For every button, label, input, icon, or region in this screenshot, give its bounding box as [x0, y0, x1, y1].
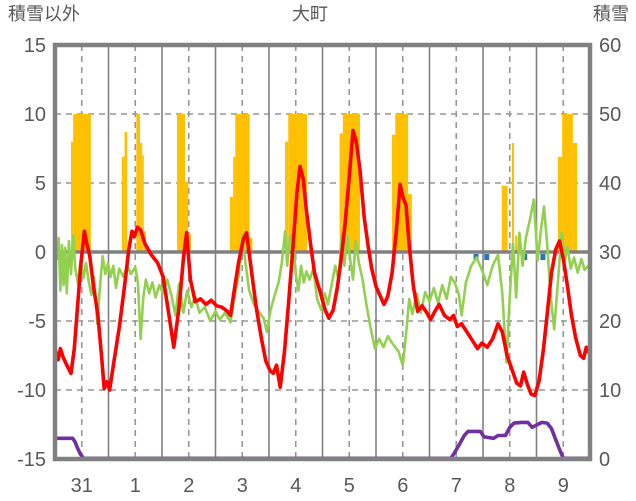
left-tick-label: 5	[35, 173, 46, 195]
right-tick-label: 10	[599, 380, 621, 402]
sunshine-bar	[501, 185, 508, 252]
sunshine-bar	[71, 141, 74, 252]
sunshine-bar	[124, 131, 128, 252]
right-axis-title: 積雪	[593, 4, 629, 24]
plot-border	[52, 42, 593, 462]
x-tick-label: 2	[183, 475, 194, 497]
left-tick-label: -10	[17, 380, 46, 402]
x-tick-label: 9	[558, 475, 569, 497]
left-tick-label: -5	[28, 311, 46, 333]
sunshine-bar	[233, 156, 236, 252]
sunshine-bar	[562, 114, 573, 252]
sunshine-bar	[136, 114, 141, 252]
x-tick-label: 8	[504, 475, 515, 497]
sunshine-bar	[140, 142, 143, 252]
x-tick-label: 7	[451, 475, 462, 497]
sunshine-bar	[229, 196, 234, 252]
red-series	[53, 128, 591, 398]
x-tick-label: 6	[397, 475, 408, 497]
sunshine-bar	[408, 194, 412, 252]
sunshine-bar	[121, 156, 125, 252]
sunshine-bar	[188, 234, 191, 252]
precipitation-mark	[484, 254, 490, 260]
sunshine-bar	[176, 114, 186, 252]
sunshine-bar	[249, 238, 253, 252]
left-tick-label: 15	[24, 35, 46, 57]
sunshine-bar	[285, 141, 289, 252]
x-tick-label: 1	[130, 475, 141, 497]
left-tick-label: -15	[17, 449, 46, 471]
x-tick-label: 4	[290, 475, 301, 497]
x-tick-label: 3	[237, 475, 248, 497]
sunshine-bar	[392, 134, 396, 252]
precipitation-mark	[540, 254, 546, 260]
chart-title: 大町	[292, 4, 328, 24]
right-tick-label: 40	[599, 173, 621, 195]
x-tick-label: 31	[71, 475, 93, 497]
left-axis-title: 積雪以外	[8, 4, 80, 24]
x-tick-label: 5	[344, 475, 355, 497]
right-tick-label: 0	[599, 449, 610, 471]
sunshine-bar	[235, 114, 250, 252]
green-series	[53, 198, 590, 367]
right-tick-label: 30	[599, 242, 621, 264]
sunshine-bar	[557, 156, 563, 252]
left-tick-label: 10	[24, 104, 46, 126]
sunshine-bar	[572, 142, 578, 252]
sunshine-bar	[185, 181, 189, 252]
sunshine-bar	[339, 133, 343, 252]
right-tick-label: 50	[599, 104, 621, 126]
right-tick-label: 60	[599, 35, 621, 57]
sunshine-bar	[73, 114, 91, 252]
sunshine-bar	[515, 235, 518, 252]
sunshine-bar	[511, 142, 515, 252]
left-tick-label: 0	[35, 242, 46, 264]
sunshine-bar	[142, 155, 144, 252]
right-tick-label: 20	[599, 311, 621, 333]
